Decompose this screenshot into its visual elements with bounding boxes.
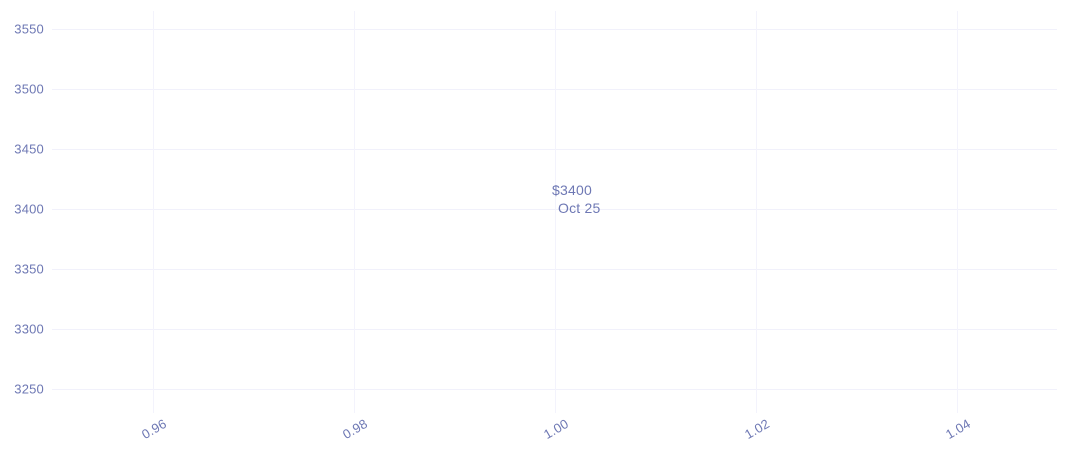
x-axis: 0.96 0.98 1.00 1.02 1.04	[0, 413, 1070, 458]
gridline-horizontal	[52, 329, 1057, 330]
x-axis-tick-label: 1.04	[943, 415, 974, 442]
gridline-horizontal	[52, 29, 1057, 30]
gridline-vertical	[153, 11, 154, 413]
x-axis-tick-label: 1.02	[742, 415, 773, 442]
gridline-vertical	[555, 11, 556, 413]
series-layer	[52, 11, 1057, 413]
x-axis-tick-label: 0.98	[340, 415, 371, 442]
y-axis-tick-label: 3350	[14, 261, 44, 277]
y-axis-tick-label: 3250	[14, 381, 44, 397]
gridline-horizontal	[52, 149, 1057, 150]
y-axis: 3550 3500 3450 3400 3350 3300 3250	[0, 0, 52, 458]
x-axis-tick-label: 1.00	[541, 415, 572, 442]
gridline-horizontal	[52, 209, 1057, 210]
gridline-horizontal	[52, 89, 1057, 90]
y-axis-tick-label: 3550	[14, 21, 44, 37]
x-axis-tick-label: 0.96	[139, 415, 170, 442]
y-axis-tick-label: 3500	[14, 81, 44, 97]
y-axis-tick-label: 3450	[14, 141, 44, 157]
gridline-vertical	[756, 11, 757, 413]
y-axis-tick-label: 3300	[14, 321, 44, 337]
gridline-horizontal	[52, 269, 1057, 270]
plot-area	[52, 11, 1057, 413]
gridline-vertical	[957, 11, 958, 413]
gridline-horizontal	[52, 389, 1057, 390]
gridline-vertical	[354, 11, 355, 413]
y-axis-tick-label: 3400	[14, 201, 44, 217]
